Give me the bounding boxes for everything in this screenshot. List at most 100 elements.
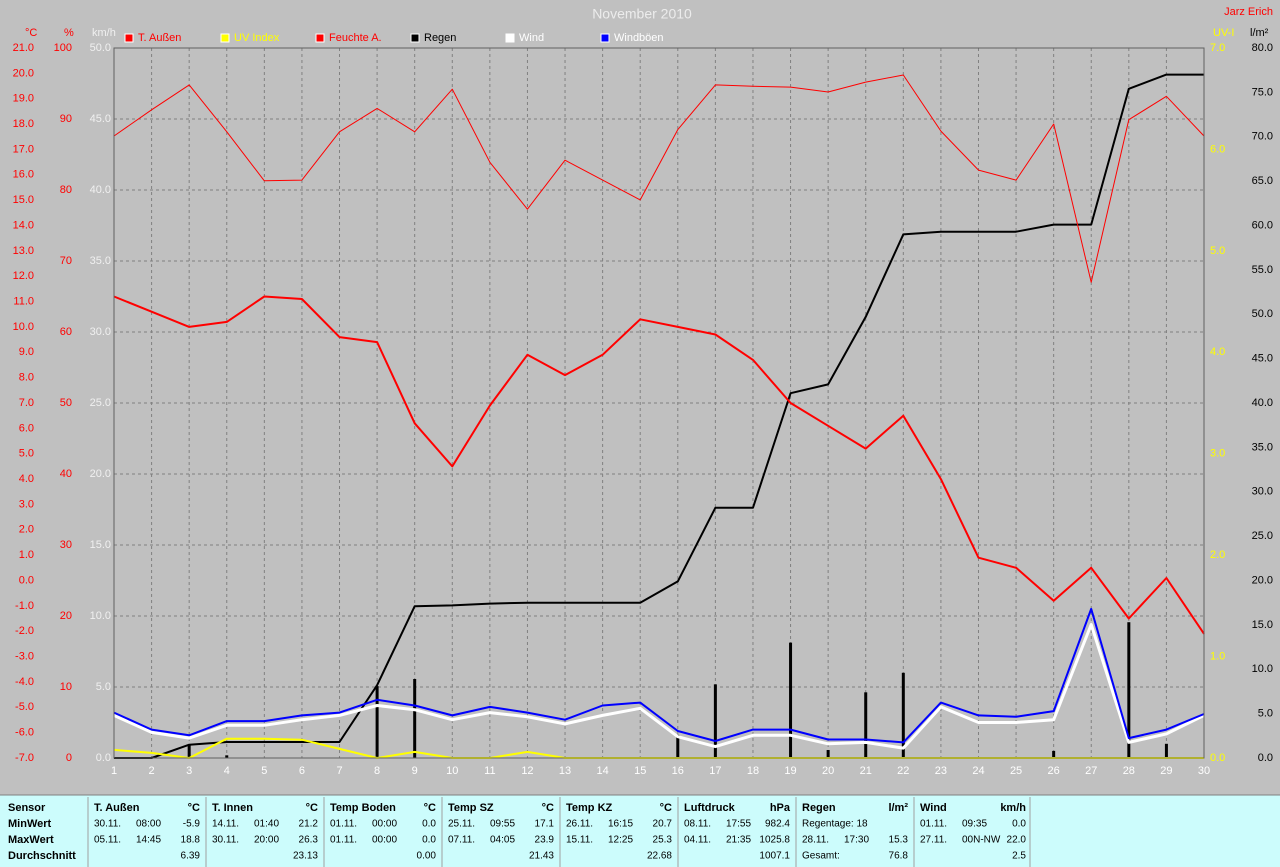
stat-cell: Regentage: 18 bbox=[802, 819, 868, 830]
y-tick-label: 12.0 bbox=[13, 270, 34, 282]
y-tick-label: 80.0 bbox=[1252, 42, 1273, 54]
stat-cell: 25.11. bbox=[448, 819, 475, 830]
x-tick-label: 27 bbox=[1085, 765, 1097, 777]
rain-bar bbox=[413, 679, 417, 758]
axis-title: UV-I bbox=[1213, 27, 1234, 39]
x-tick-label: 4 bbox=[224, 765, 230, 777]
x-tick-label: 12 bbox=[521, 765, 533, 777]
group-title: Wind bbox=[920, 802, 947, 814]
rain-bar bbox=[789, 642, 793, 758]
y-tick-label: 20.0 bbox=[13, 67, 34, 79]
y-tick-label: 30.0 bbox=[1252, 486, 1273, 498]
y-tick-label: 40 bbox=[60, 468, 72, 480]
stat-cell: 26.3 bbox=[299, 835, 319, 846]
y-tick-label: 55.0 bbox=[1252, 264, 1273, 276]
group-title: Luftdruck bbox=[684, 802, 736, 814]
y-tick-label: 6.0 bbox=[1210, 143, 1225, 155]
y-tick-label: 5.0 bbox=[1258, 708, 1273, 720]
series-line bbox=[113, 74, 1205, 283]
stats-panel bbox=[0, 795, 1280, 867]
y-tick-label: 5.0 bbox=[19, 448, 34, 460]
y-tick-label: -2.0 bbox=[15, 625, 34, 637]
y-tick-label: 4.0 bbox=[19, 473, 34, 485]
stat-cell: 15.11. bbox=[566, 835, 593, 846]
rain-bar bbox=[864, 692, 868, 758]
y-tick-label: -6.0 bbox=[15, 727, 34, 739]
y-tick-label: 100 bbox=[54, 42, 72, 54]
rain-bar bbox=[901, 672, 905, 758]
x-tick-label: 16 bbox=[672, 765, 684, 777]
rain-bar bbox=[676, 734, 680, 758]
group-title: Temp SZ bbox=[448, 802, 494, 814]
x-tick-label: 3 bbox=[186, 765, 192, 777]
row-label: Sensor bbox=[8, 802, 46, 814]
y-tick-label: 1.0 bbox=[19, 549, 34, 561]
series-line bbox=[113, 607, 1205, 744]
y-tick-label: 75.0 bbox=[1252, 86, 1273, 98]
stat-cell: 22.0 bbox=[1007, 835, 1027, 846]
y-tick-label: 70 bbox=[60, 255, 72, 267]
group-unit: °C bbox=[542, 802, 554, 814]
y-tick-label: 25.0 bbox=[90, 397, 111, 409]
y-tick-label: 90 bbox=[60, 113, 72, 125]
y-tick-label: 7.0 bbox=[19, 397, 34, 409]
y-tick-label: 11.0 bbox=[13, 295, 34, 307]
y-tick-label: 60.0 bbox=[1252, 219, 1273, 231]
stat-cell: 30.11. bbox=[94, 819, 121, 830]
rain-bar bbox=[1127, 622, 1131, 758]
y-tick-label: 0.0 bbox=[1258, 752, 1273, 764]
y-tick-label: 0 bbox=[66, 752, 72, 764]
y-tick-label: 50 bbox=[60, 397, 72, 409]
stat-cell: 16:15 bbox=[608, 819, 633, 830]
stat-cell: 0.0 bbox=[422, 835, 436, 846]
y-tick-label: 3.0 bbox=[19, 498, 34, 510]
rain-bar bbox=[375, 686, 379, 758]
stat-cell: 14:45 bbox=[136, 835, 161, 846]
x-tick-label: 5 bbox=[261, 765, 267, 777]
y-tick-label: 18.0 bbox=[13, 118, 34, 130]
series-line bbox=[114, 73, 1204, 759]
stat-cell: 04:05 bbox=[490, 835, 515, 846]
y-tick-label: 35.0 bbox=[1252, 441, 1273, 453]
x-tick-label: 2 bbox=[149, 765, 155, 777]
legend-label: UV Index bbox=[234, 32, 280, 44]
stat-cell: 00:00 bbox=[372, 819, 397, 830]
row-label: MinWert bbox=[8, 818, 52, 830]
stat-cell: 28.11. bbox=[802, 835, 829, 846]
x-tick-label: 29 bbox=[1160, 765, 1172, 777]
stat-cell: 27.11. bbox=[920, 835, 947, 846]
y-tick-label: -5.0 bbox=[15, 701, 34, 713]
stat-cell: 20.7 bbox=[653, 819, 673, 830]
y-tick-label: 16.0 bbox=[13, 169, 34, 181]
y-tick-label: -7.0 bbox=[15, 752, 34, 764]
rain-bar bbox=[826, 750, 830, 758]
y-tick-label: 0.0 bbox=[19, 574, 34, 586]
y-tick-label: 17.0 bbox=[13, 143, 34, 155]
stat-cell: 00N-NW bbox=[962, 835, 1001, 846]
y-tick-label: 45.0 bbox=[1252, 353, 1273, 365]
group-unit: °C bbox=[188, 802, 200, 814]
group-title: T. Innen bbox=[212, 802, 253, 814]
x-tick-label: 26 bbox=[1048, 765, 1060, 777]
y-tick-label: 3.0 bbox=[1210, 448, 1225, 460]
stat-cell: 01.11. bbox=[330, 819, 357, 830]
legend-label: Windböen bbox=[614, 32, 664, 44]
x-tick-label: 30 bbox=[1198, 765, 1210, 777]
y-tick-label: 21.0 bbox=[13, 42, 34, 54]
rain-bar bbox=[187, 744, 191, 758]
y-tick-label: 60 bbox=[60, 326, 72, 338]
y-tick-label: 14.0 bbox=[13, 219, 34, 231]
x-tick-label: 8 bbox=[374, 765, 380, 777]
series-line bbox=[113, 295, 1205, 635]
author: Jarz Erich bbox=[1224, 6, 1273, 18]
plot-frame bbox=[113, 47, 1205, 759]
row-label: MaxWert bbox=[8, 834, 54, 846]
rain-bar bbox=[225, 755, 229, 758]
y-tick-label: 15.0 bbox=[90, 539, 111, 551]
y-tick-label: -4.0 bbox=[15, 676, 34, 688]
y-tick-label: 10.0 bbox=[13, 321, 34, 333]
y-tick-label: 0.0 bbox=[1210, 752, 1225, 764]
stat-cell: 01.11. bbox=[920, 819, 947, 830]
y-tick-label: 70.0 bbox=[1252, 131, 1273, 143]
